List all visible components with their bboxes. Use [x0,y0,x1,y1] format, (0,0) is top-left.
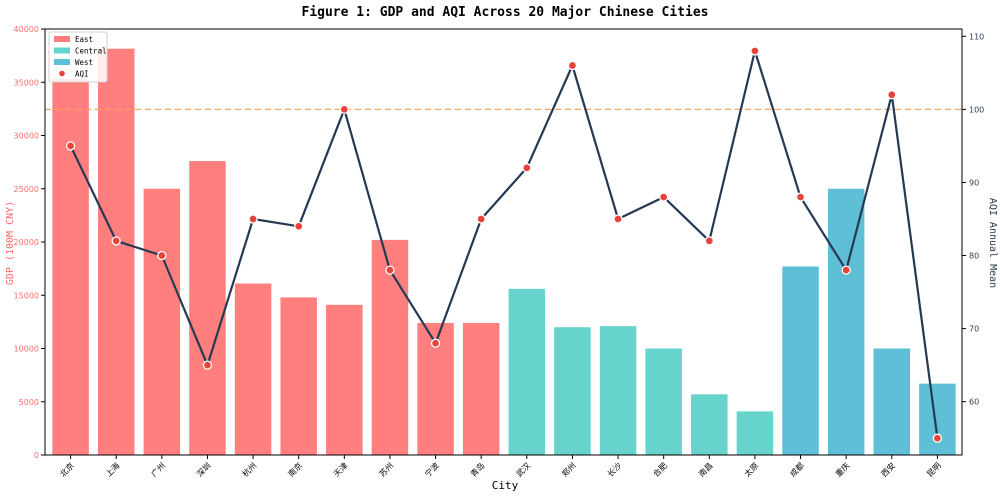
x-tick-label: 广州 [149,460,167,478]
y-left-tick-label: 10000 [14,345,39,354]
bar-上海 [97,48,135,455]
bar-合肥 [645,348,682,455]
bar-昆明 [919,383,956,455]
x-tick-label: 合肥 [651,460,669,478]
x-tick-label: 太原 [742,460,760,478]
aqi-point-成都 [795,192,806,202]
x-tick-label: 武汉 [514,460,532,478]
bar-成都 [782,266,819,455]
bar-长沙 [599,326,637,455]
y-left-tick-label: 35000 [14,78,39,87]
legend-swatch-east [54,36,70,42]
x-tick-label: 宁波 [423,460,441,478]
aqi-point-宁波 [430,338,441,348]
bar-重庆 [827,188,865,455]
y-right-tick-label: 80 [969,252,979,261]
x-tick-label: 南京 [286,460,304,478]
bar-青岛 [462,322,500,455]
x-tick-label: 苏州 [377,460,395,478]
aqi-point-南昌 [704,236,714,246]
legend-swatch-west [54,59,70,65]
legend-box [48,31,108,83]
y-axis-right-label: AQI Annual Mean [987,198,998,288]
aqi-point-南京 [294,221,304,231]
bar-南京 [280,297,317,455]
bar-杭州 [234,283,272,455]
x-tick-label: 西安 [879,460,897,478]
y-right-tick-label: 110 [969,32,984,41]
aqi-point-上海 [111,236,121,246]
bar-苏州 [371,239,409,455]
bar-天津 [326,304,363,455]
aqi-point-苏州 [385,265,395,275]
y-left-tick-label: 25000 [14,185,39,194]
aqi-point-杭州 [248,214,258,224]
x-tick-label: 上海 [103,460,121,478]
chart-title: Figure 1: GDP and AQI Across 20 Major Ch… [302,5,709,20]
legend-label-central: Central [75,47,107,56]
chart-legend: East Central West AQI [48,31,108,83]
x-tick-label: 昆明 [925,461,943,479]
aqi-point-重庆 [841,265,851,275]
plot-frame [44,28,963,456]
x-tick-label: 天津 [331,460,349,478]
legend-label-aqi: AQI [75,70,89,79]
y-right-tick-label: 100 [969,105,984,114]
bar-广州 [143,188,181,455]
bar-西安 [873,348,911,455]
aqi-point-深圳 [202,360,213,370]
aqi-point-昆明 [932,433,943,443]
bar-郑州 [554,327,591,455]
y-right-tick-label: 90 [969,178,979,187]
y-left-tick-label: 30000 [14,132,39,141]
y-left-tick-label: 15000 [14,291,39,300]
aqi-point-天津 [339,104,349,115]
x-tick-label: 重庆 [833,460,851,478]
aqi-point-广州 [157,250,167,261]
bar-太原 [736,411,774,455]
legend-swatch-central [54,47,70,54]
legend-marker-aqi [58,69,66,78]
x-tick-label: 青岛 [468,460,486,478]
y-left-tick-label: 5000 [19,398,39,407]
y-axis-left-label: GDP (100M CNY) [5,201,16,285]
x-tick-label: 郑州 [559,460,577,478]
aqi-point-太原 [750,46,760,56]
x-tick-label: 南昌 [696,460,714,478]
aqi-point-长沙 [613,214,623,224]
bar-武汉 [508,288,546,455]
aqi-point-武汉 [522,163,532,173]
aqi-line [69,49,939,439]
aqi-point-合肥 [659,192,669,202]
x-tick-label: 深圳 [194,460,212,478]
aqi-point-郑州 [567,60,578,71]
bar-南昌 [691,394,728,455]
y-right-tick-label: 60 [969,398,979,407]
bar-深圳 [189,161,226,455]
y-left-tick-label: 20000 [14,238,39,247]
legend-label-west: West [75,58,93,67]
x-tick-label: 杭州 [240,460,258,478]
y-left-tick-label: 40000 [14,25,39,34]
x-tick-label: 长沙 [605,460,623,478]
aqi-point-北京 [65,141,76,151]
legend-label-east: East [75,35,93,44]
aqi-point-西安 [887,90,897,100]
x-tick-label: 北京 [58,460,76,478]
aqi-point-青岛 [476,214,486,224]
y-left-tick-label: 0 [34,451,39,460]
x-tick-label: 成都 [788,460,806,478]
y-right-tick-label: 70 [969,325,979,334]
x-axis-label: City [492,479,519,492]
bar-北京 [52,79,89,456]
